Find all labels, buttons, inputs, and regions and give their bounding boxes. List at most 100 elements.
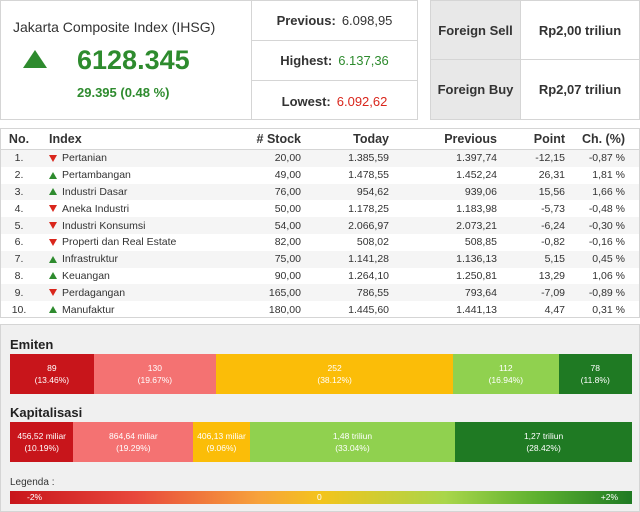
- row-index: Aneka Industri: [37, 203, 217, 215]
- row-stock: 180,00: [268, 303, 301, 316]
- row-stock: 82,00: [274, 236, 301, 249]
- sector-index-table: No. Index # Stock Today Previous Point C…: [0, 128, 640, 318]
- row-stock: 165,00: [268, 286, 301, 299]
- row-today: 1.264,10: [348, 269, 389, 282]
- kapitalisasi-segment: 406,13 miliar (9.06%): [193, 422, 250, 462]
- foreign-sell-label: Foreign Sell: [431, 1, 521, 59]
- emiten-segment-percent: (16.94%): [488, 375, 524, 385]
- trend-up-icon: [23, 50, 47, 68]
- legend-center: 0: [317, 492, 322, 502]
- emiten-segment-value: 89: [47, 363, 57, 373]
- row-today: 1.478,55: [348, 169, 389, 182]
- row-change: -0,30 %: [588, 219, 625, 232]
- kapitalisasi-segment-percent: (9.06%): [206, 443, 237, 453]
- triangle-up-icon: [49, 272, 57, 280]
- row-point: 26,31: [538, 169, 565, 182]
- foreign-sell-value: Rp2,00 triliun: [538, 22, 622, 38]
- emiten-segment-value: 130: [147, 363, 162, 373]
- kapitalisasi-segment-value: 864,64 miliar: [109, 431, 158, 441]
- row-index: Properti dan Real Estate: [37, 236, 217, 248]
- ihsg-title: Jakarta Composite Index (IHSG): [13, 19, 216, 35]
- triangle-down-icon: [49, 205, 57, 213]
- kapitalisasi-segment-value: 456,52 miliar: [17, 431, 67, 441]
- ihsg-stats: Previous: 6.098,95 Highest: 6.137,36 Low…: [251, 0, 418, 120]
- row-change: -0,87 %: [588, 152, 625, 165]
- row-change: -0,48 %: [588, 202, 625, 215]
- table-row: 2. Pertambangan 49,00 1.478,55 1.452,24 26,31…: [1, 167, 639, 184]
- row-index: Manufaktur: [37, 304, 217, 316]
- row-no: 9.: [14, 286, 24, 299]
- stat-highest-value: 6.137,36: [338, 53, 389, 68]
- emiten-segment-value: 78: [590, 363, 600, 373]
- emiten-segment-percent: (11.8%): [580, 375, 610, 385]
- header-stock: # Stock: [256, 132, 301, 146]
- stat-lowest-label: Lowest:: [281, 93, 331, 109]
- row-no: 4.: [14, 202, 24, 215]
- table-row: 4. Aneka Industri 50,00 1.178,25 1.183,98 -5,…: [1, 200, 639, 217]
- legend-gradient: -2% 0 +2%: [10, 491, 632, 504]
- triangle-down-icon: [49, 154, 57, 162]
- row-previous: 793,64: [464, 286, 497, 299]
- stat-lowest-value: 6.092,62: [336, 93, 388, 109]
- header-index: Index: [49, 132, 82, 146]
- row-stock: 76,00: [274, 185, 301, 198]
- ihsg-change: 29.395 (0.48 %): [77, 85, 170, 100]
- row-point: -7,09: [541, 286, 565, 299]
- row-previous: 2.073,21: [456, 219, 497, 232]
- row-index: Pertambangan: [37, 169, 217, 181]
- ihsg-panel: Jakarta Composite Index (IHSG) 6128.345 …: [0, 0, 252, 120]
- table-row: 9. Perdagangan 165,00 786,55 793,64 -7,09 -0,8…: [1, 284, 639, 302]
- row-point: -6,24: [541, 219, 565, 232]
- row-index-label: Pertanian: [62, 152, 107, 165]
- emiten-title: Emiten: [10, 337, 54, 352]
- ihsg-value: 6128.345: [77, 45, 190, 75]
- triangle-up-icon: [49, 306, 57, 314]
- header-no: No.: [8, 132, 30, 146]
- row-today: 2.066,97: [348, 219, 389, 232]
- row-point: -5,73: [541, 202, 565, 215]
- foreign-sell-row: Foreign Sell Rp2,00 triliun: [431, 1, 639, 60]
- row-point: 15,56: [538, 185, 565, 198]
- row-stock: 50,00: [274, 202, 301, 215]
- emiten-segment: 89 (13.46%): [10, 354, 94, 394]
- row-index-label: Manufaktur: [62, 303, 115, 316]
- row-previous: 1.183,98: [456, 202, 497, 215]
- kapitalisasi-segment-value: 1,48 triliun: [332, 431, 373, 441]
- market-summary: Jakarta Composite Index (IHSG) 6128.345 …: [0, 0, 640, 122]
- row-point: 4,47: [544, 303, 565, 316]
- table-body: 1. Pertanian 20,00 1.385,59 1.397,74 -12,15 -0…: [1, 150, 639, 318]
- row-previous: 1.441,13: [456, 303, 497, 316]
- triangle-down-icon: [49, 222, 57, 230]
- row-no: 5.: [14, 219, 24, 232]
- table-header: No. Index # Stock Today Previous Point C…: [1, 129, 639, 150]
- row-index-label: Properti dan Real Estate: [62, 236, 177, 249]
- row-no: 6.: [14, 236, 24, 249]
- emiten-segment-percent: (19.67%): [137, 375, 173, 385]
- row-no: 1.: [14, 152, 24, 165]
- kapitalisasi-segment-percent: (33.04%): [335, 443, 370, 453]
- row-change: 1,66 %: [592, 185, 625, 198]
- row-index: Perdagangan: [37, 287, 217, 299]
- row-point: -12,15: [535, 152, 565, 165]
- stat-previous-label: Previous:: [276, 13, 336, 28]
- row-previous: 939,06: [464, 185, 497, 198]
- row-stock: 90,00: [274, 269, 301, 282]
- row-index-label: Industri Dasar: [62, 185, 128, 198]
- emiten-segment-percent: (13.46%): [34, 375, 70, 385]
- row-today: 1.178,25: [348, 202, 389, 215]
- row-index: Keuangan: [37, 270, 217, 282]
- row-change: 0,45 %: [592, 253, 625, 266]
- emiten-segment-percent: (38.12%): [317, 375, 352, 385]
- table-row: 3. Industri Dasar 76,00 954,62 939,06 15,56 1,…: [1, 183, 639, 201]
- kapitalisasi-segment: 1,27 triliun (28.42%): [455, 422, 632, 462]
- row-index-label: Aneka Industri: [62, 202, 130, 215]
- row-no: 10.: [11, 303, 27, 316]
- row-today: 508,02: [356, 236, 389, 249]
- row-stock: 49,00: [274, 169, 301, 182]
- row-no: 7.: [14, 253, 24, 266]
- row-today: 786,55: [356, 286, 389, 299]
- row-change: 1,06 %: [592, 269, 625, 282]
- row-index-label: Industri Konsumsi: [62, 219, 146, 232]
- triangle-down-icon: [49, 238, 57, 246]
- header-previous: Previous: [444, 132, 497, 146]
